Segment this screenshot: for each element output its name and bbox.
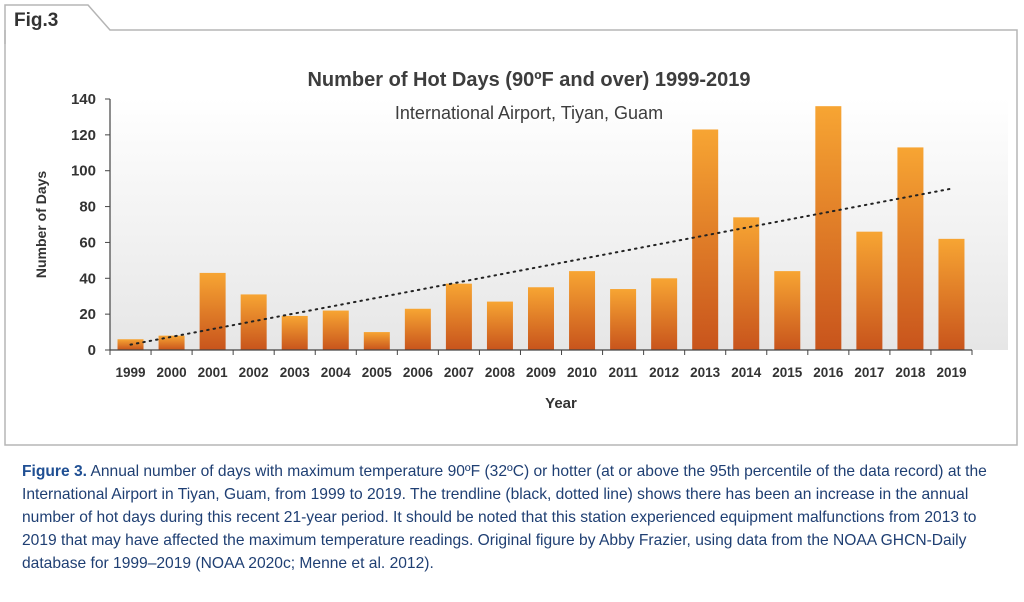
y-tick-label-20: 20 (79, 306, 96, 323)
bar-2000 (158, 335, 185, 350)
figure-caption: Figure 3. Annual number of days with max… (22, 460, 1002, 575)
y-tick-label-40: 40 (79, 270, 96, 287)
x-tick-label-2014: 2014 (731, 365, 762, 380)
x-tick-label-2001: 2001 (198, 365, 229, 380)
x-tick-label-2007: 2007 (444, 365, 474, 380)
y-tick-label-0: 0 (88, 342, 96, 359)
bar-2001 (199, 272, 226, 350)
figure-tab-label: Fig.3 (14, 10, 59, 31)
x-tick-label-2005: 2005 (362, 365, 393, 380)
bar-2012 (651, 278, 678, 350)
frame-outline (4, 4, 1018, 446)
x-tick-label-2012: 2012 (649, 365, 679, 380)
x-tick-label-1999: 1999 (116, 365, 146, 380)
x-axis-label: Year (545, 395, 577, 412)
bar-2004 (322, 310, 349, 350)
bar-2016 (815, 106, 842, 351)
x-tick-label-2002: 2002 (239, 365, 269, 380)
x-tick-label-2013: 2013 (690, 365, 721, 380)
bar-2003 (281, 315, 308, 350)
y-tick-label-60: 60 (79, 234, 96, 251)
figure-frame: Fig.3 0 20 40 60 80 100 120 140 1999 2000 2001 2002… (4, 4, 1018, 446)
bar-2018 (897, 147, 924, 350)
y-tick-label-120: 120 (71, 127, 96, 144)
bar-2014 (733, 217, 760, 350)
y-axis-label: Number of Days (33, 171, 49, 279)
x-tick-label-2015: 2015 (772, 365, 803, 380)
x-tick-label-2003: 2003 (280, 365, 311, 380)
chart-subtitle: International Airport, Tiyan, Guam (394, 103, 664, 123)
x-tick-label-2018: 2018 (895, 365, 926, 380)
x-tick-label-2006: 2006 (403, 365, 434, 380)
bar-2009 (528, 287, 554, 350)
x-tick-label-2016: 2016 (813, 365, 844, 380)
y-tick-label-100: 100 (71, 163, 96, 180)
x-tick-label-2019: 2019 (936, 365, 966, 380)
bar-2008 (486, 301, 513, 350)
bar-2015 (774, 271, 801, 350)
x-tick-label-2010: 2010 (567, 365, 597, 380)
x-tick-label-2004: 2004 (321, 365, 352, 380)
y-tick-label-140: 140 (71, 91, 96, 108)
bar-2010 (569, 271, 596, 350)
x-tick-label-2017: 2017 (854, 365, 884, 380)
bar-2019 (938, 238, 965, 350)
x-tick-label-2011: 2011 (608, 365, 638, 380)
hot-days-chart: 0 20 40 60 80 100 120 140 1999 2000 2001 2002 2003 20… (4, 4, 1018, 446)
caption-lead: Figure 3. (22, 463, 87, 480)
trendline (129, 187, 953, 346)
y-tick-label-80: 80 (79, 199, 96, 216)
bar-2017 (856, 231, 883, 350)
x-tick-label-2008: 2008 (485, 365, 516, 380)
x-tick-label-2009: 2009 (526, 365, 556, 380)
x-tick-label-2000: 2000 (157, 365, 187, 380)
bar-2006 (404, 308, 431, 350)
chart-title: Number of Hot Days (90ºF and over) 1999-… (307, 69, 751, 91)
bar-2007 (445, 283, 472, 350)
bar-2013 (692, 129, 719, 350)
bar-2011 (610, 289, 637, 350)
bar-2005 (363, 332, 390, 350)
caption-text: Annual number of days with maximum tempe… (22, 463, 987, 572)
